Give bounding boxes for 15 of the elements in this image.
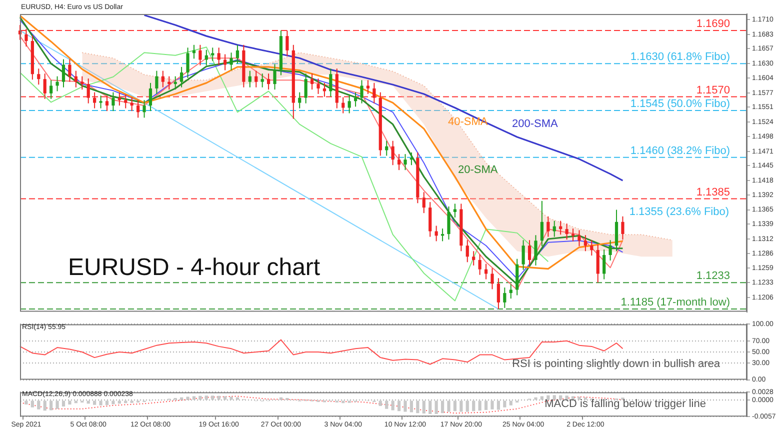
ref-line-label: 1.1460 (38.2% Fibo) bbox=[630, 144, 730, 157]
series-label: 200-SMA bbox=[512, 118, 559, 130]
series-label: 40-SMA bbox=[448, 116, 488, 128]
ref-line-label: 1.1570 bbox=[696, 84, 730, 96]
ref-line-label: 1.1185 (17-month low) bbox=[620, 296, 730, 309]
text: EURUSD - 4-hour chart bbox=[68, 254, 320, 281]
annotation: MACD is falling below trigger line bbox=[544, 398, 706, 410]
ref-line-label: 1.1545 (50.0% Fibo) bbox=[630, 98, 730, 110]
ref-line-label: 1.1630 (61.8% Fibo) bbox=[630, 51, 730, 64]
ref-line-label: 1.1690 bbox=[696, 18, 730, 30]
ref-line-label: 1.1233 bbox=[696, 270, 730, 282]
text: 20-SMA bbox=[458, 164, 498, 176]
annotation: RSI is pointing slightly down in bullish area bbox=[512, 358, 720, 370]
annotation: 1.1355 (23.6% Fibo) bbox=[629, 206, 729, 218]
ref-line-label: 1.1385 bbox=[696, 186, 730, 198]
